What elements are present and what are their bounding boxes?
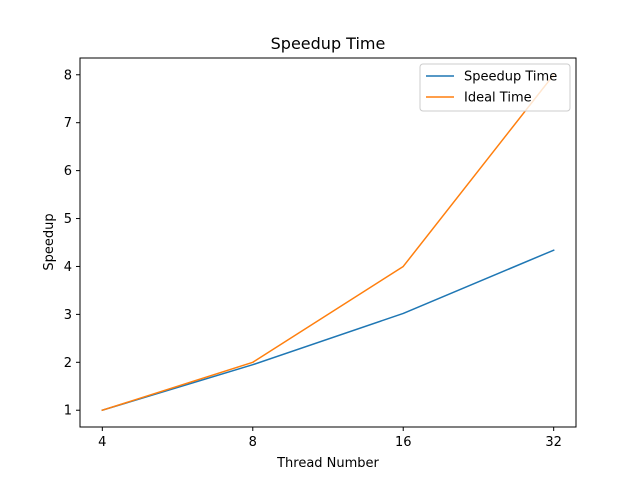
y-axis-label: Speedup <box>42 213 57 270</box>
y-tick-label: 6 <box>64 164 72 179</box>
x-tick-label: 8 <box>249 435 257 450</box>
legend-label-1: Speedup Time <box>464 70 557 85</box>
plot-area: 4 8 16 32 1 2 3 4 5 6 7 8 Speedup Time Ideal Time <box>64 57 577 450</box>
y-tick-label: 3 <box>64 308 72 323</box>
y-tick-label: 7 <box>64 116 72 131</box>
x-tick-label: 16 <box>395 435 412 450</box>
y-tick-label: 4 <box>64 260 72 275</box>
chart-title: Speedup Time <box>271 34 386 53</box>
series-line-1 <box>101 249 555 412</box>
y-tick-label: 1 <box>64 404 72 419</box>
plot-frame <box>79 57 577 428</box>
x-tick-label: 32 <box>545 435 562 450</box>
x-axis-label: Thread Number <box>276 456 379 471</box>
x-tick-label: 4 <box>98 435 106 450</box>
y-tick-label: 2 <box>64 356 72 371</box>
legend-label-2: Ideal Time <box>464 91 532 106</box>
y-tick-label: 8 <box>64 68 72 83</box>
series-line-2 <box>101 73 555 412</box>
legend-box <box>419 63 571 112</box>
y-tick-label: 5 <box>64 212 72 227</box>
